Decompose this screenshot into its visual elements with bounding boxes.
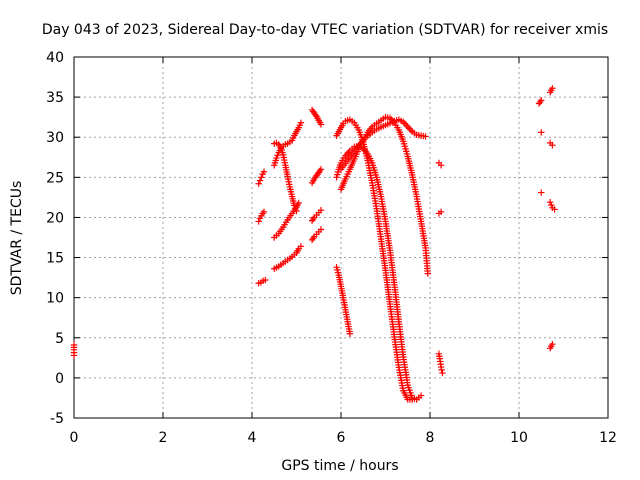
data-point bbox=[260, 168, 268, 175]
x-tick-label: 8 bbox=[426, 430, 435, 446]
data-point bbox=[317, 121, 325, 128]
data-point bbox=[403, 121, 410, 129]
x-tick-label: 0 bbox=[70, 430, 79, 446]
data-point bbox=[422, 133, 429, 140]
data-point bbox=[317, 226, 325, 233]
x-tick-label: 12 bbox=[599, 430, 617, 446]
data-point bbox=[291, 202, 298, 209]
data-point bbox=[317, 207, 325, 214]
data-point bbox=[309, 235, 317, 242]
y-tick-label: 0 bbox=[55, 371, 64, 387]
data-points bbox=[70, 85, 558, 403]
axis-ticks: 0 2 4 6 8 10 12 -5 0 5 10 15 20 25 30 35 40 bbox=[46, 50, 617, 446]
data-point bbox=[297, 119, 305, 126]
data-point bbox=[309, 215, 317, 223]
data-point bbox=[317, 166, 325, 173]
y-tick-label: 40 bbox=[46, 50, 64, 66]
data-point bbox=[437, 208, 445, 216]
data-point bbox=[538, 129, 545, 136]
y-tick-label: 10 bbox=[46, 291, 64, 307]
data-point bbox=[439, 369, 446, 377]
data-point bbox=[292, 205, 299, 212]
data-point bbox=[417, 392, 425, 399]
y-tick-label: 15 bbox=[46, 251, 64, 267]
data-point bbox=[407, 126, 414, 134]
y-axis-label: SDTVAR / TECUs bbox=[9, 181, 25, 296]
data-point bbox=[548, 201, 555, 209]
data-point bbox=[258, 174, 265, 181]
data-point bbox=[551, 206, 558, 213]
data-point bbox=[549, 142, 556, 149]
data-point bbox=[255, 180, 262, 187]
data-point bbox=[70, 352, 78, 359]
data-point bbox=[273, 154, 280, 162]
data-point bbox=[274, 152, 281, 159]
x-tick-label: 2 bbox=[159, 430, 168, 446]
data-point bbox=[538, 189, 545, 196]
x-tick-label: 4 bbox=[248, 430, 257, 446]
data-point bbox=[346, 330, 354, 337]
y-tick-label: 20 bbox=[46, 210, 64, 226]
data-point bbox=[536, 98, 544, 106]
data-point bbox=[297, 243, 305, 250]
data-point bbox=[424, 270, 431, 277]
data-point bbox=[260, 208, 268, 216]
x-tick-label: 10 bbox=[510, 430, 528, 446]
data-point bbox=[549, 340, 556, 348]
data-point bbox=[255, 218, 262, 225]
data-point bbox=[437, 162, 445, 169]
data-point bbox=[546, 199, 554, 206]
data-point bbox=[262, 276, 269, 284]
data-point bbox=[538, 97, 545, 104]
y-tick-label: 35 bbox=[46, 90, 64, 106]
y-tick-label: -5 bbox=[50, 411, 64, 427]
data-point bbox=[293, 207, 300, 215]
x-axis-label: GPS time / hours bbox=[281, 458, 398, 474]
y-tick-label: 25 bbox=[46, 170, 64, 186]
data-point bbox=[406, 125, 413, 132]
y-tick-label: 5 bbox=[55, 331, 64, 347]
data-point bbox=[404, 123, 411, 130]
grid bbox=[74, 57, 608, 418]
data-point bbox=[343, 150, 351, 158]
chart-title: Day 043 of 2023, Sidereal Day-to-day VTE… bbox=[42, 22, 608, 38]
x-tick-label: 6 bbox=[337, 430, 346, 446]
data-point bbox=[438, 366, 445, 374]
data-point bbox=[409, 396, 416, 403]
data-point bbox=[256, 177, 264, 184]
y-tick-label: 30 bbox=[46, 130, 64, 146]
data-point bbox=[549, 85, 556, 92]
